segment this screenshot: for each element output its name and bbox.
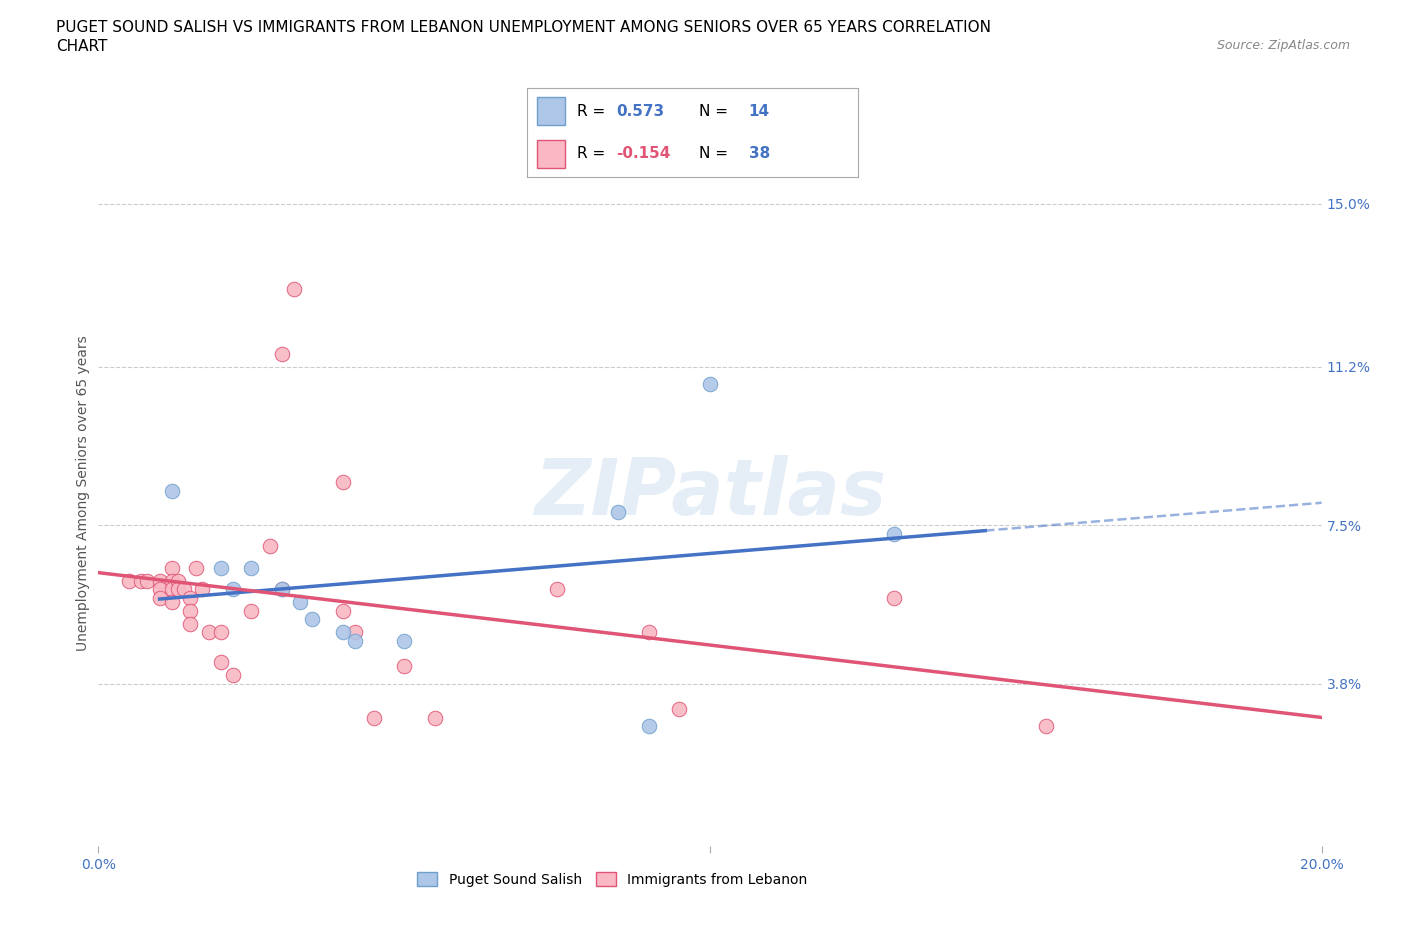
Point [332,625,354,640]
FancyBboxPatch shape [537,140,565,167]
Point [637,719,661,734]
Legend: Puget Sound Salish, Immigrants from Lebanon: Puget Sound Salish, Immigrants from Leba… [411,867,813,893]
Point [191,582,214,597]
Point [167,573,190,588]
Point [240,604,263,618]
Text: ZIPatlas: ZIPatlas [534,455,886,531]
Point [668,702,690,717]
Y-axis label: Unemployment Among Seniors over 65 years: Unemployment Among Seniors over 65 years [76,335,90,651]
Point [173,582,195,597]
Point [423,711,446,725]
Point [546,582,568,597]
Point [344,625,367,640]
Point [179,616,201,631]
Point [301,612,323,627]
Point [1035,719,1057,734]
Point [129,573,152,588]
Point [270,582,292,597]
Point [363,711,385,725]
Point [222,668,245,683]
Point [186,561,208,576]
Point [197,625,219,640]
Text: Source: ZipAtlas.com: Source: ZipAtlas.com [1216,39,1350,52]
Point [160,573,183,588]
Point [270,346,292,361]
Text: R =: R = [576,146,610,161]
Point [160,582,183,597]
Point [607,505,630,520]
FancyBboxPatch shape [537,98,565,126]
Point [118,573,141,588]
Point [883,591,905,605]
Point [222,582,245,597]
Text: -0.154: -0.154 [616,146,671,161]
Point [179,604,201,618]
Text: 0.573: 0.573 [616,104,665,119]
Point [283,282,305,297]
Point [160,484,183,498]
Point [149,582,172,597]
Point [344,633,367,648]
Text: N =: N = [699,146,733,161]
Point [149,591,172,605]
Text: 14: 14 [748,104,769,119]
Point [209,625,232,640]
Point [883,526,905,541]
Point [290,594,312,609]
Text: CHART: CHART [56,39,108,54]
Point [240,561,263,576]
Point [392,659,416,674]
Text: N =: N = [699,104,733,119]
Point [160,561,183,576]
Point [209,655,232,670]
Point [392,633,416,648]
Point [149,573,172,588]
Point [332,604,354,618]
Point [699,377,721,392]
Point [637,625,661,640]
Point [167,582,190,597]
Point [136,573,159,588]
Point [332,474,354,489]
Text: PUGET SOUND SALISH VS IMMIGRANTS FROM LEBANON UNEMPLOYMENT AMONG SENIORS OVER 65: PUGET SOUND SALISH VS IMMIGRANTS FROM LE… [56,20,991,35]
Text: 38: 38 [748,146,770,161]
Point [160,594,183,609]
Point [209,561,232,576]
Text: R =: R = [576,104,610,119]
Point [270,582,292,597]
Point [259,539,281,554]
Point [179,591,201,605]
